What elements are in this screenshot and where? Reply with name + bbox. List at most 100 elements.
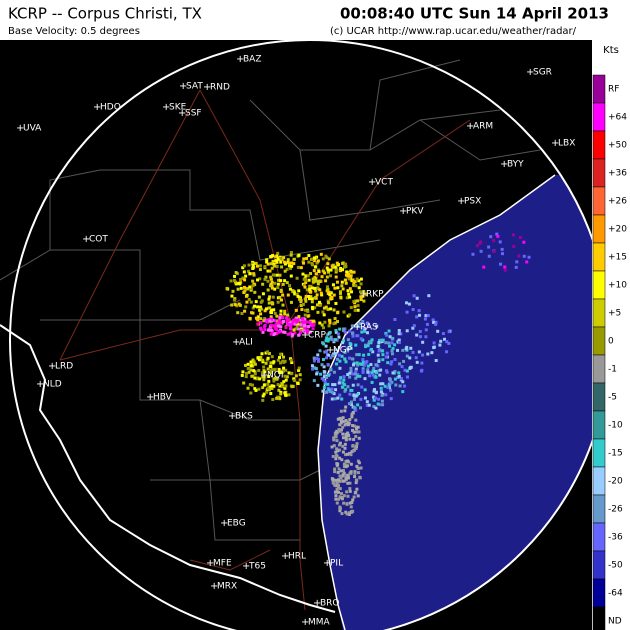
legend-label: -64 (608, 589, 623, 599)
echo (266, 382, 270, 386)
echo (261, 330, 265, 334)
echo (320, 293, 324, 297)
echo (337, 478, 341, 482)
echo (291, 289, 295, 293)
echo (370, 371, 374, 375)
echo (487, 254, 491, 258)
echo (279, 313, 283, 317)
echo (310, 286, 314, 290)
echo (301, 317, 305, 321)
echo (272, 308, 276, 312)
echo (282, 369, 286, 373)
echo (263, 265, 267, 269)
station-marker: + (353, 322, 361, 333)
echo (324, 339, 328, 343)
echo (269, 369, 273, 373)
echo (370, 380, 374, 384)
station-label: HDO (100, 103, 121, 113)
echo (398, 384, 402, 388)
echo (269, 328, 273, 332)
echo (349, 453, 353, 457)
echo (324, 305, 328, 309)
echo (356, 363, 360, 367)
echo (273, 332, 277, 336)
echo (340, 512, 344, 516)
echo (267, 374, 271, 378)
echo (338, 393, 342, 397)
echo (335, 454, 339, 458)
echo (342, 471, 346, 475)
echo (350, 415, 354, 419)
echo (336, 462, 340, 466)
echo (322, 375, 326, 379)
echo (246, 287, 250, 291)
echo (290, 372, 294, 376)
echo (309, 295, 313, 299)
echo (338, 366, 342, 370)
echo (309, 272, 313, 276)
echo (248, 317, 252, 321)
echo (345, 296, 349, 300)
echo (318, 300, 322, 304)
echo (387, 386, 391, 390)
echo (359, 277, 363, 281)
echo (259, 312, 263, 316)
station-label: RAS (360, 323, 378, 333)
echo (499, 262, 503, 266)
echo (381, 358, 385, 362)
echo (314, 272, 318, 276)
echo (259, 355, 263, 359)
legend-label: +10 (608, 281, 627, 291)
station-marker: + (301, 617, 309, 628)
echo (271, 398, 275, 402)
echo (397, 374, 401, 378)
echo (311, 319, 315, 323)
echo (258, 308, 262, 312)
echo (249, 364, 253, 368)
echo (351, 498, 355, 502)
echo (235, 304, 239, 308)
echo (376, 353, 380, 357)
echo (348, 489, 352, 493)
echo (243, 289, 247, 293)
echo (371, 369, 375, 373)
echo (317, 357, 321, 361)
echo (272, 360, 276, 364)
echo (316, 282, 320, 286)
echo (275, 273, 279, 277)
echo (498, 240, 502, 244)
echo (296, 294, 300, 298)
echo (256, 278, 260, 282)
echo (351, 509, 355, 513)
echo (331, 454, 335, 458)
echo (361, 368, 365, 372)
echo (347, 423, 351, 427)
echo (338, 416, 342, 420)
echo (312, 366, 316, 370)
echo (341, 385, 345, 389)
echo (353, 308, 357, 312)
echo (328, 293, 332, 297)
station-marker: + (82, 234, 90, 245)
echo (305, 328, 309, 332)
echo (334, 328, 338, 332)
echo (348, 481, 352, 485)
echo (344, 360, 348, 364)
echo (527, 255, 531, 259)
echo (322, 370, 326, 374)
echo (339, 296, 343, 300)
echo (401, 348, 405, 352)
echo (348, 342, 352, 346)
echo (522, 240, 526, 244)
echo (269, 361, 273, 365)
echo (378, 373, 382, 377)
echo (368, 374, 372, 378)
echo (350, 402, 354, 406)
echo (334, 450, 338, 454)
legend-swatch (592, 494, 606, 524)
echo (253, 362, 257, 366)
echo (343, 357, 347, 361)
echo (348, 295, 352, 299)
echo (417, 309, 421, 313)
echo (318, 303, 322, 307)
